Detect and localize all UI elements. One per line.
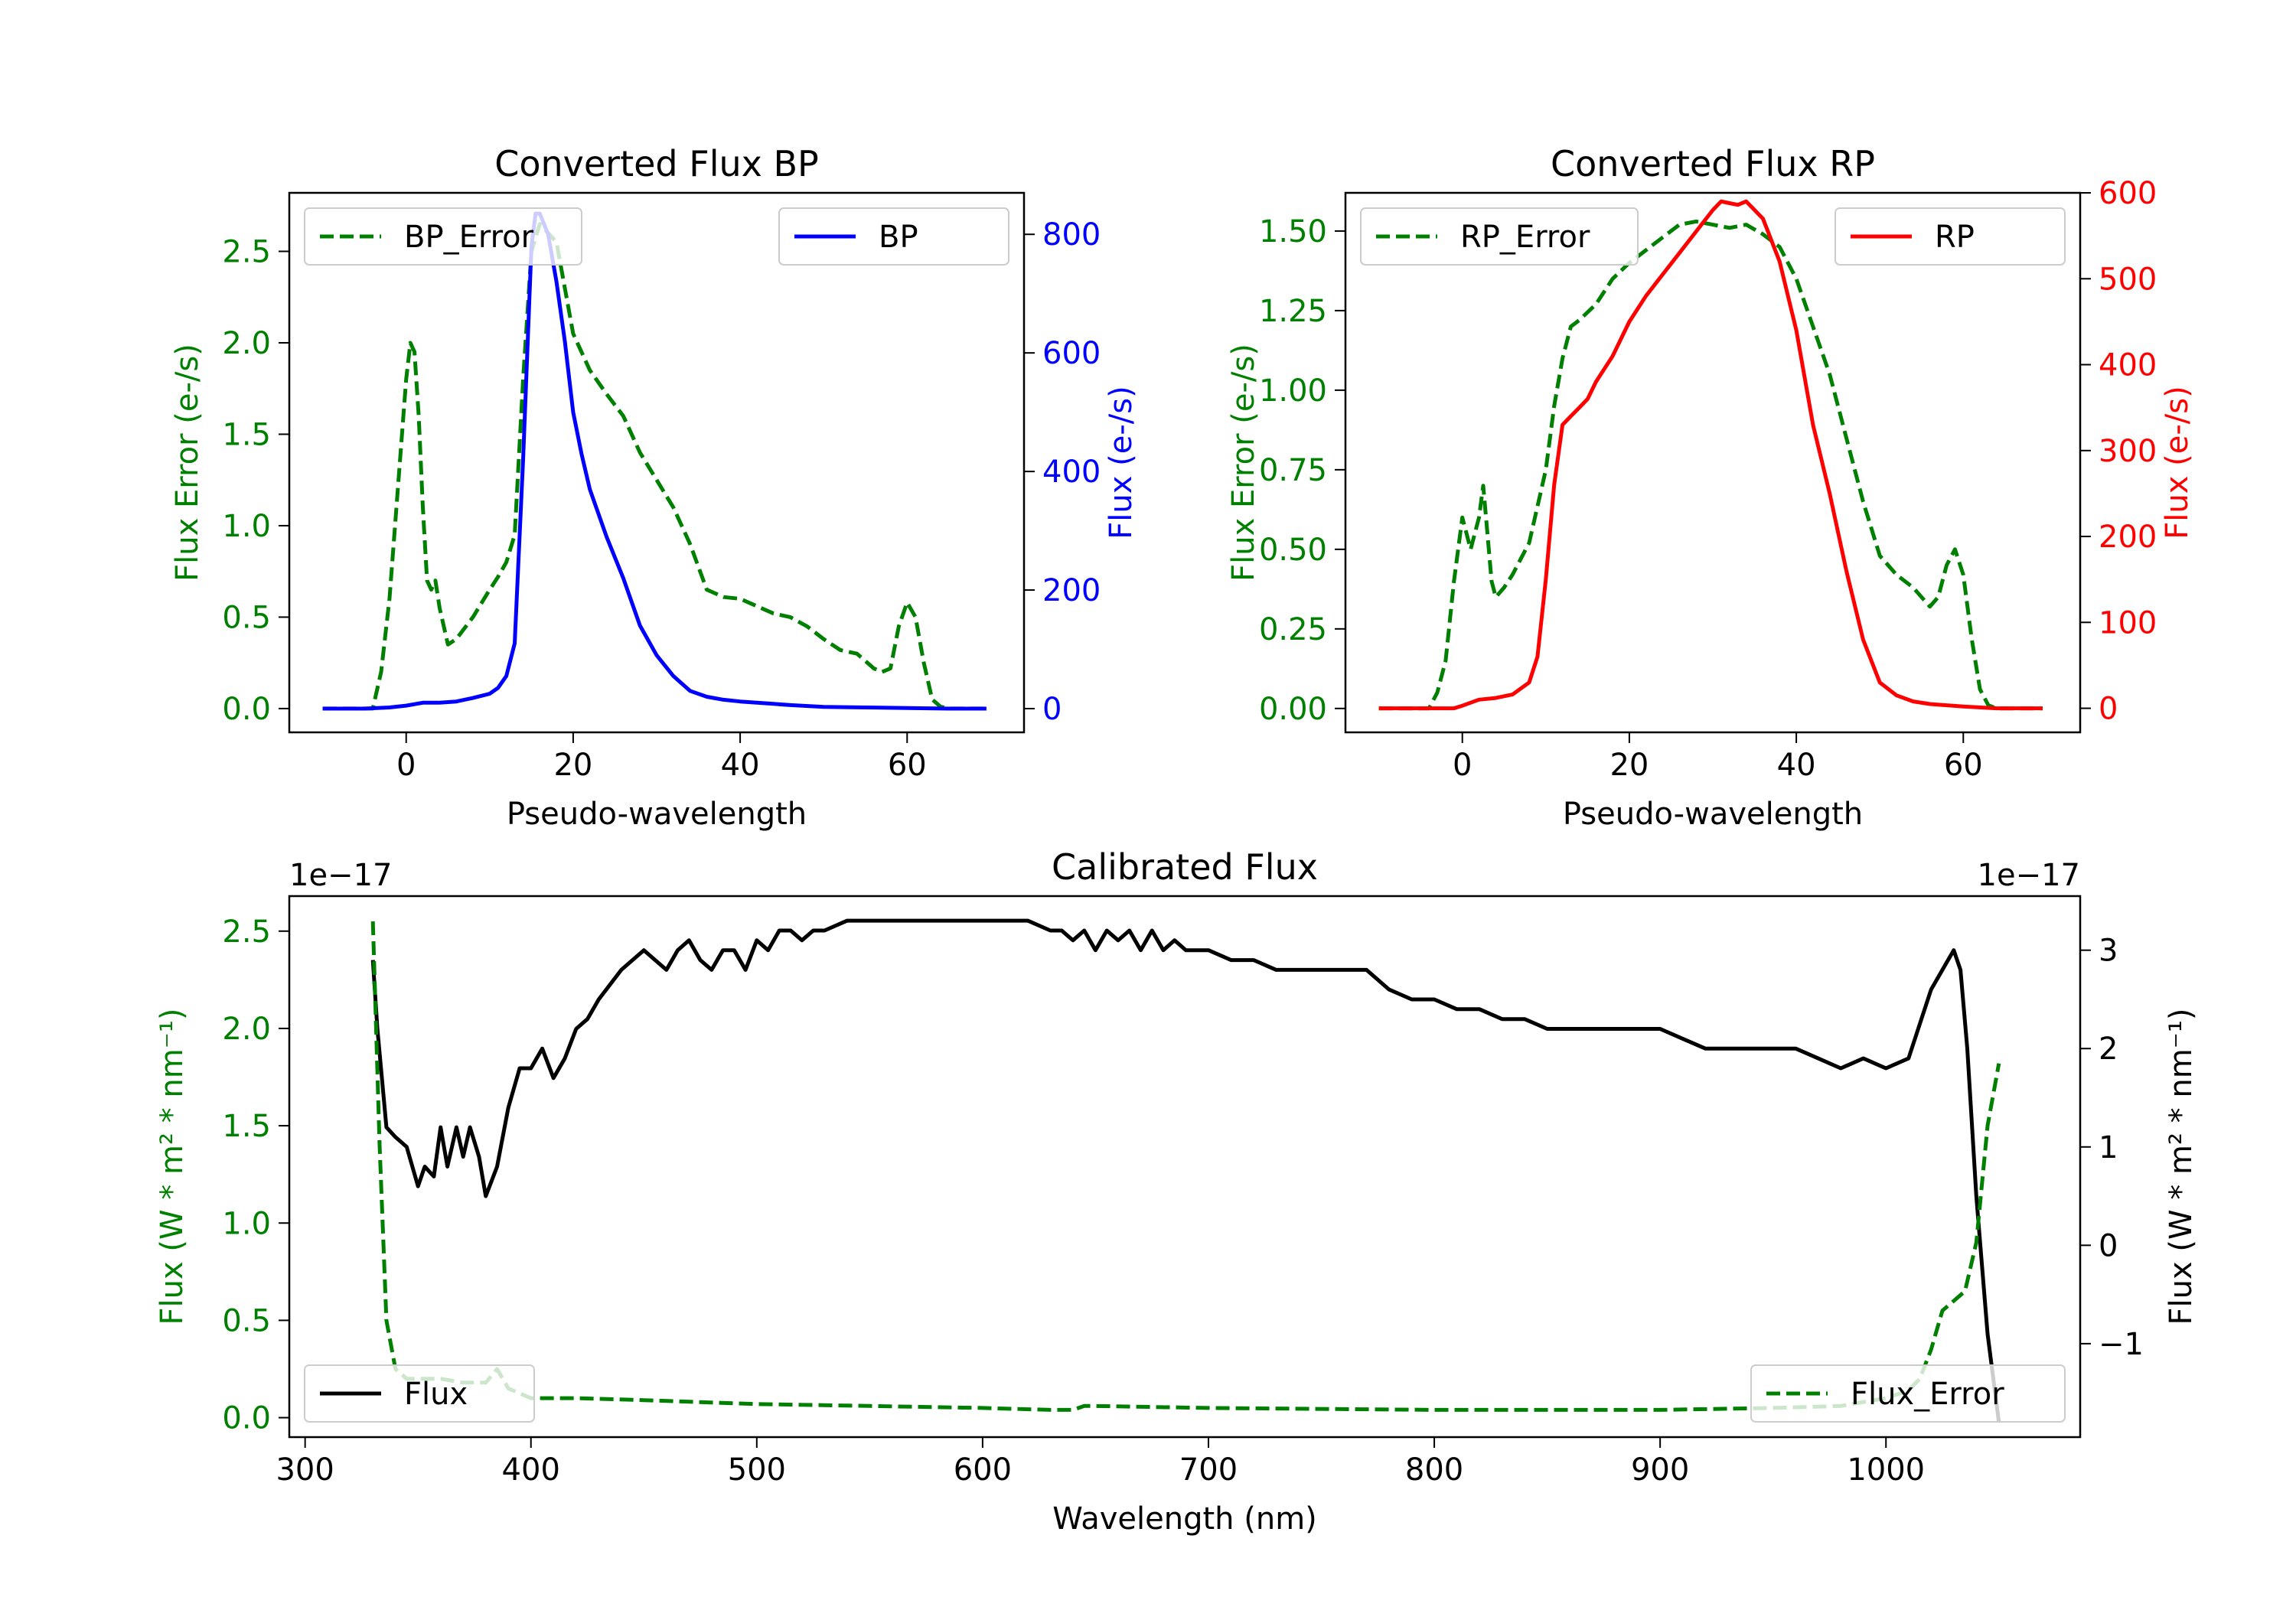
x-tick-label: 800: [1405, 1452, 1463, 1488]
x-tick-label: 40: [1777, 748, 1816, 783]
panel-calibrated: 300 400 500 600 700 800 900 1000 0.0 0.5 1.0 1.5 2.0…: [155, 846, 2199, 1537]
series-line-rp: [1378, 199, 2043, 711]
y-right-tick-label: 400: [2099, 348, 2157, 383]
y-right-tick-label: 400: [1042, 455, 1101, 490]
x-tick-label: 60: [888, 748, 927, 783]
x-tick-label: 0: [396, 748, 416, 783]
panel-rp: 0 20 40 60 0.00 0.25 0.50 0.75 1.00 1.25 1.50 0 100 2…: [1226, 143, 2195, 832]
legend-box-left: [1360, 207, 1639, 266]
x-tick-label: 1000: [1847, 1452, 1925, 1488]
y-left-axis-label: Flux (W * m² * nm⁻¹): [155, 1009, 190, 1325]
y-left-tick-label: 0.00: [1259, 692, 1327, 727]
y-left-tick-label: 2.5: [222, 914, 271, 950]
series-line-bp: [322, 211, 987, 711]
y-left-tick-label: 2.0: [222, 326, 271, 361]
y-right-tick-label: 3: [2099, 934, 2118, 969]
y-left-tick-label: 0.75: [1259, 453, 1327, 488]
legend-label-right: BP: [879, 220, 918, 255]
x-tick-label: 900: [1631, 1452, 1689, 1488]
y-left-tick-label: 0.5: [222, 600, 271, 635]
y-left-tick-label: 0.50: [1259, 533, 1327, 568]
y-left-axis-label: Flux Error (e-/s): [1226, 344, 1261, 582]
y-left-tick-label: 0.25: [1259, 612, 1327, 647]
y-right-tick-label: 600: [1042, 336, 1101, 371]
series-line-flux-error: [370, 921, 2001, 1412]
x-axis-label: Wavelength (nm): [1052, 1501, 1317, 1537]
legend-box-right: [1750, 1364, 2066, 1423]
y-left-tick-label: 1.00: [1259, 373, 1327, 409]
plot-frame: [288, 895, 2082, 1439]
y-right-tick-label: 200: [1042, 573, 1101, 608]
legend-label-right: RP: [1935, 220, 1975, 255]
y-right-tick-label: 300: [2099, 434, 2157, 469]
x-tick-label: 700: [1179, 1452, 1238, 1488]
x-tick-label: 0: [1453, 748, 1472, 783]
y-left-tick-label: 2.5: [222, 234, 271, 269]
legend-box-left: [304, 1364, 535, 1423]
offset-label-left: 1e−17: [289, 858, 392, 893]
y-left-axis-label: Flux Error (e-/s): [170, 344, 205, 582]
y-right-tick-label: −1: [2099, 1327, 2144, 1362]
x-tick-label: 300: [276, 1452, 334, 1488]
y-right-tick-label: 0: [2099, 1228, 2118, 1263]
y-left-tick-label: 1.0: [222, 1206, 271, 1241]
x-axis-label: Pseudo-wavelength: [1563, 797, 1863, 832]
legend-box-right: [1835, 207, 2066, 266]
x-tick-label: 500: [728, 1452, 786, 1488]
x-tick-label: 400: [502, 1452, 560, 1488]
y-right-tick-label: 2: [2099, 1032, 2118, 1067]
series-line-flux: [370, 918, 2001, 1423]
panel-bp: 0 20 40 60 0.0 0.5 1.0 1.5 2.0 2.5 0 200 400 600 800 Co…: [170, 143, 1139, 832]
y-right-axis-label: Flux (e-/s): [1104, 386, 1139, 539]
y-right-tick-label: 600: [2099, 176, 2157, 211]
x-tick-label: 40: [721, 748, 760, 783]
x-tick-label: 60: [1944, 748, 1983, 783]
y-right-tick-label: 100: [2099, 605, 2157, 641]
y-right-tick-label: 200: [2099, 520, 2157, 555]
legend-label-right: Flux_Error: [1851, 1377, 2004, 1412]
y-left-tick-label: 1.5: [222, 1109, 271, 1144]
plot-frame: [1344, 191, 2082, 734]
legend-label-left: BP_Error: [404, 220, 534, 255]
chart-title: Calibrated Flux: [1052, 846, 1318, 888]
legend-box-left: [304, 207, 582, 266]
y-right-tick-label: 1: [2099, 1130, 2118, 1165]
series-line-rp-error: [1378, 219, 2043, 711]
x-tick-label: 600: [954, 1452, 1012, 1488]
y-left-tick-label: 1.50: [1259, 214, 1327, 249]
x-tick-label: 20: [553, 748, 592, 783]
y-right-tick-label: 500: [2099, 262, 2157, 297]
chart-title: Converted Flux BP: [494, 143, 819, 184]
y-left-tick-label: 0.0: [222, 692, 271, 727]
x-axis-label: Pseudo-wavelength: [507, 797, 807, 832]
y-left-tick-label: 0.0: [222, 1401, 271, 1436]
x-tick-label: 20: [1609, 748, 1649, 783]
legend-label-left: Flux: [404, 1377, 468, 1412]
offset-label-right: 1e−17: [1978, 858, 2080, 893]
plot-frame: [288, 191, 1026, 734]
legend-label-left: RP_Error: [1460, 220, 1590, 255]
y-right-tick-label: 0: [2099, 692, 2118, 727]
y-left-tick-label: 1.0: [222, 509, 271, 544]
y-right-tick-label: 800: [1042, 217, 1101, 253]
series-line-bp-error: [322, 222, 987, 711]
y-left-tick-label: 1.25: [1259, 294, 1327, 329]
y-right-axis-label: Flux (W * m² * nm⁻¹): [2164, 1009, 2199, 1325]
y-left-tick-label: 2.0: [222, 1012, 271, 1047]
legend-box-right: [778, 207, 1009, 266]
chart-title: Converted Flux RP: [1551, 143, 1875, 184]
y-left-tick-label: 0.5: [222, 1303, 271, 1338]
y-right-tick-label: 0: [1042, 692, 1062, 727]
y-right-axis-label: Flux (e-/s): [2160, 386, 2195, 539]
y-left-tick-label: 1.5: [222, 417, 271, 452]
